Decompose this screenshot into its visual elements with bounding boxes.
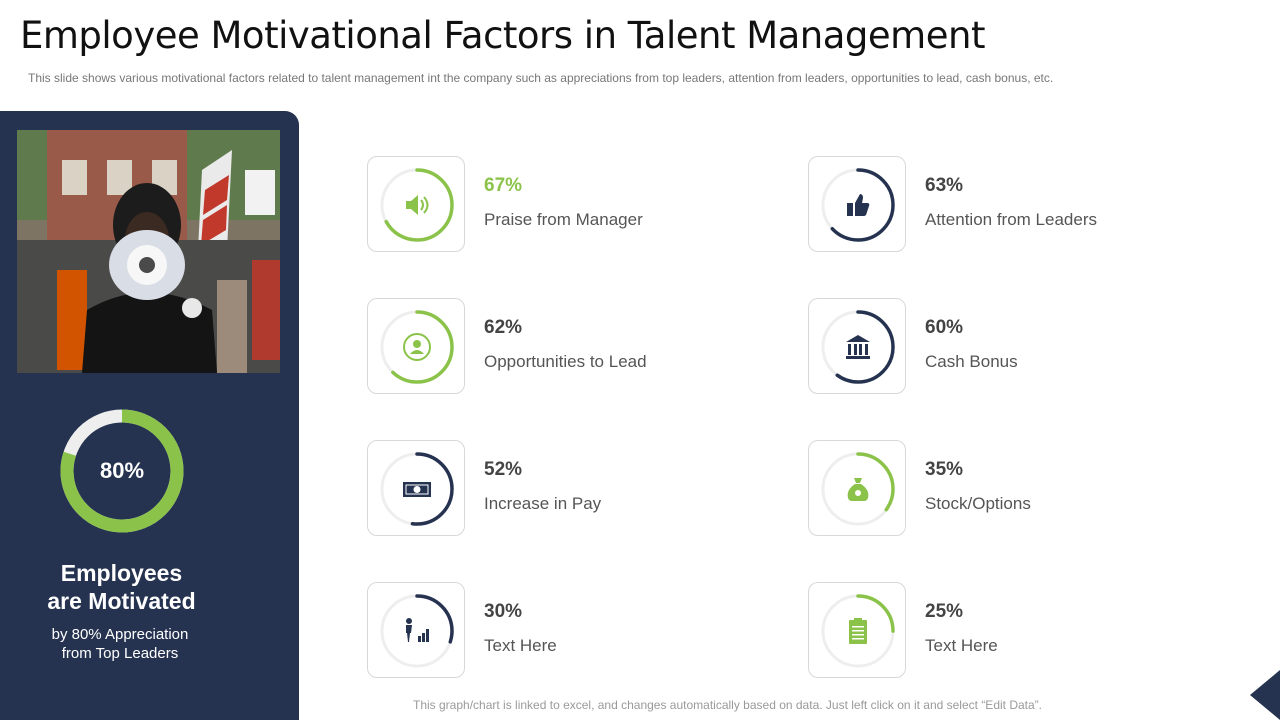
factor-card: 63% Attention from Leaders bbox=[808, 156, 1168, 252]
factor-value: 52% bbox=[484, 459, 523, 480]
factor-icon-box bbox=[367, 582, 465, 678]
sidebar-caption-line2: from Top Leaders bbox=[61, 645, 179, 662]
clipboard-icon bbox=[849, 618, 867, 644]
factor-icon-box bbox=[367, 440, 465, 536]
factor-progress-arc bbox=[821, 594, 895, 668]
factor-card: 35% Stock/Options bbox=[808, 440, 1168, 536]
factor-label: Cash Bonus bbox=[925, 352, 1018, 371]
factor-value: 35% bbox=[925, 459, 964, 480]
factor-card: 52% Increase in Pay bbox=[367, 440, 727, 536]
factor-card: 30% Text Here bbox=[367, 582, 727, 678]
leader-icon bbox=[403, 333, 431, 361]
factor-progress-arc bbox=[380, 310, 454, 384]
factor-progress-ring bbox=[821, 310, 895, 384]
factor-icon-box bbox=[367, 298, 465, 394]
money-bag-icon bbox=[847, 478, 869, 501]
factor-progress-ring bbox=[821, 594, 895, 668]
factor-value: 25% bbox=[925, 601, 964, 622]
sidebar-panel: 80% Employees are Motivated by 80% Appre… bbox=[0, 111, 299, 720]
motivation-ring-value: 80% bbox=[99, 458, 145, 483]
thumbs-up-icon bbox=[847, 194, 870, 216]
page-title: Employee Motivational Factors in Talent … bbox=[20, 14, 985, 57]
factor-progress-ring bbox=[821, 168, 895, 242]
factor-progress-ring bbox=[380, 594, 454, 668]
factor-value: 63% bbox=[925, 175, 964, 196]
factor-progress-arc bbox=[821, 452, 895, 526]
protester-megaphone-photo bbox=[17, 130, 280, 373]
factor-progress-ring bbox=[380, 452, 454, 526]
factor-label: Opportunities to Lead bbox=[484, 352, 647, 371]
factor-progress-arc bbox=[380, 594, 454, 668]
factor-label: Praise from Manager bbox=[484, 210, 643, 229]
factor-value: 30% bbox=[484, 601, 523, 622]
corner-arrow-icon bbox=[1250, 670, 1280, 720]
factor-label: Stock/Options bbox=[925, 494, 1031, 513]
banknote-icon bbox=[403, 482, 431, 497]
page-subtitle: This slide shows various motivational fa… bbox=[28, 71, 1054, 85]
sidebar-heading-line1: Employees bbox=[60, 560, 183, 586]
factor-icon-box bbox=[808, 298, 906, 394]
footer-note: This graph/chart is linked to excel, and… bbox=[413, 698, 1042, 712]
growth-chart-icon bbox=[406, 618, 429, 642]
sidebar-caption: by 80% Appreciation from Top Leaders bbox=[0, 625, 240, 663]
motivation-ring-chart bbox=[60, 409, 184, 533]
factor-card: 67% Praise from Manager bbox=[367, 156, 727, 252]
factor-card: 60% Cash Bonus bbox=[808, 298, 1168, 394]
factor-progress-ring bbox=[380, 310, 454, 384]
factor-label: Attention from Leaders bbox=[925, 210, 1097, 229]
motivation-ring-arc bbox=[60, 409, 184, 533]
sidebar-heading: Employees are Motivated bbox=[0, 559, 243, 615]
factor-card: 25% Text Here bbox=[808, 582, 1168, 678]
factor-label: Text Here bbox=[925, 636, 998, 655]
factor-progress-ring bbox=[821, 452, 895, 526]
factor-icon-box bbox=[367, 156, 465, 252]
factor-card: 62% Opportunities to Lead bbox=[367, 298, 727, 394]
factor-value: 67% bbox=[484, 175, 523, 196]
factor-label: Text Here bbox=[484, 636, 557, 655]
megaphone-icon bbox=[406, 195, 429, 215]
factor-progress-ring bbox=[380, 168, 454, 242]
sidebar-caption-line1: by 80% Appreciation bbox=[51, 626, 189, 643]
factor-icon-box bbox=[808, 582, 906, 678]
bank-icon bbox=[846, 335, 870, 359]
factor-icon-box bbox=[808, 156, 906, 252]
factor-progress-arc bbox=[380, 168, 454, 242]
factor-label: Increase in Pay bbox=[484, 494, 602, 513]
factor-value: 60% bbox=[925, 317, 964, 338]
sidebar-heading-line2: are Motivated bbox=[47, 588, 196, 614]
factor-icon-box bbox=[808, 440, 906, 536]
factor-value: 62% bbox=[484, 317, 523, 338]
factor-progress-arc bbox=[821, 310, 895, 384]
factor-progress-arc bbox=[821, 168, 895, 242]
factor-progress-arc bbox=[380, 452, 454, 526]
